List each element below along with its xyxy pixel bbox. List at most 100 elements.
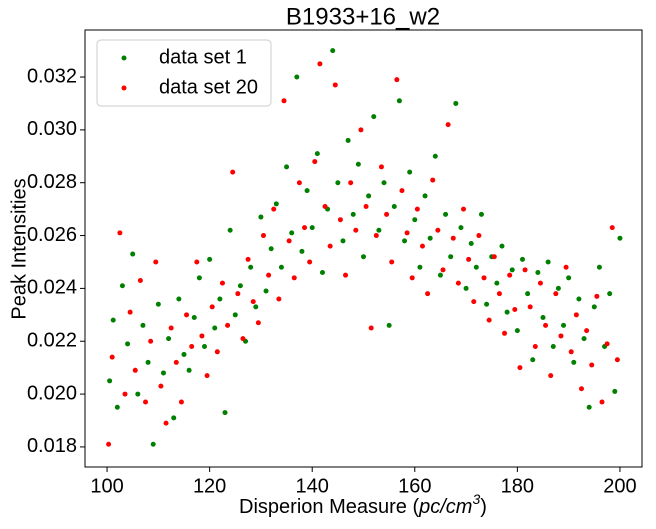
point [461, 206, 467, 212]
point [458, 225, 464, 231]
point [137, 277, 143, 283]
point [340, 238, 346, 244]
point [240, 336, 246, 342]
point [512, 307, 518, 313]
point [273, 201, 279, 207]
point [286, 238, 292, 244]
point [158, 383, 164, 389]
point [353, 227, 359, 233]
point [514, 328, 520, 334]
point [594, 293, 600, 299]
point [248, 264, 254, 270]
point [363, 203, 369, 209]
point [348, 180, 354, 186]
point [204, 373, 210, 379]
point [448, 254, 454, 260]
point [176, 296, 182, 302]
point [358, 127, 364, 133]
point [284, 164, 290, 170]
point [130, 251, 136, 257]
point [153, 259, 159, 265]
point [119, 283, 125, 289]
point [573, 312, 579, 318]
point [127, 309, 133, 315]
point [527, 304, 533, 310]
point [435, 227, 441, 233]
point [389, 259, 395, 265]
point [427, 235, 433, 241]
point [507, 272, 513, 278]
point [604, 341, 610, 347]
point [271, 206, 277, 212]
point [391, 203, 397, 209]
point [450, 235, 456, 241]
point [399, 188, 405, 194]
point [419, 243, 425, 249]
point [532, 344, 538, 350]
point [335, 180, 341, 186]
point [122, 391, 128, 397]
point [245, 256, 251, 262]
point [212, 325, 218, 331]
point [166, 336, 172, 342]
point [412, 217, 418, 223]
point [576, 296, 582, 302]
point [250, 299, 256, 305]
point [143, 399, 149, 405]
point [345, 137, 351, 143]
point [394, 77, 400, 83]
point [361, 254, 366, 260]
point [614, 357, 620, 363]
point [396, 98, 402, 104]
legend-marker [121, 85, 127, 91]
point [553, 291, 559, 297]
y-tick-label: 0.022 [27, 330, 77, 352]
point [384, 211, 390, 217]
point [163, 420, 169, 426]
point [366, 193, 372, 199]
point [617, 235, 623, 241]
point [184, 312, 190, 318]
point [612, 388, 618, 394]
point [509, 267, 515, 273]
point [407, 169, 413, 175]
point [255, 320, 261, 326]
point [289, 230, 295, 236]
point [319, 270, 325, 276]
point [181, 351, 187, 357]
point [496, 291, 502, 297]
point [322, 203, 328, 209]
point [550, 344, 556, 350]
point [189, 344, 195, 350]
point [278, 264, 284, 270]
x-tick-label: 120 [193, 475, 226, 497]
point [525, 291, 531, 297]
point [266, 272, 272, 278]
point [517, 365, 523, 371]
point [276, 296, 282, 302]
plot-frame [84, 29, 643, 468]
point [430, 177, 436, 183]
point [222, 410, 228, 416]
y-tick-label: 0.024 [27, 277, 77, 299]
point [337, 217, 343, 223]
point [145, 359, 151, 365]
x-tick-label: 140 [296, 475, 329, 497]
point [376, 227, 382, 233]
point [368, 325, 374, 331]
point [373, 233, 379, 239]
point [445, 122, 451, 128]
point [545, 259, 551, 265]
point [558, 333, 564, 339]
point [484, 301, 490, 307]
point [591, 304, 597, 310]
point [402, 238, 408, 244]
legend-label: data set 20 [159, 76, 258, 98]
point [110, 317, 116, 323]
point [417, 264, 423, 270]
y-axis-label: Peak Intensities [8, 178, 30, 319]
point [425, 291, 431, 297]
point [494, 280, 500, 286]
point [237, 283, 243, 289]
point [548, 373, 554, 379]
